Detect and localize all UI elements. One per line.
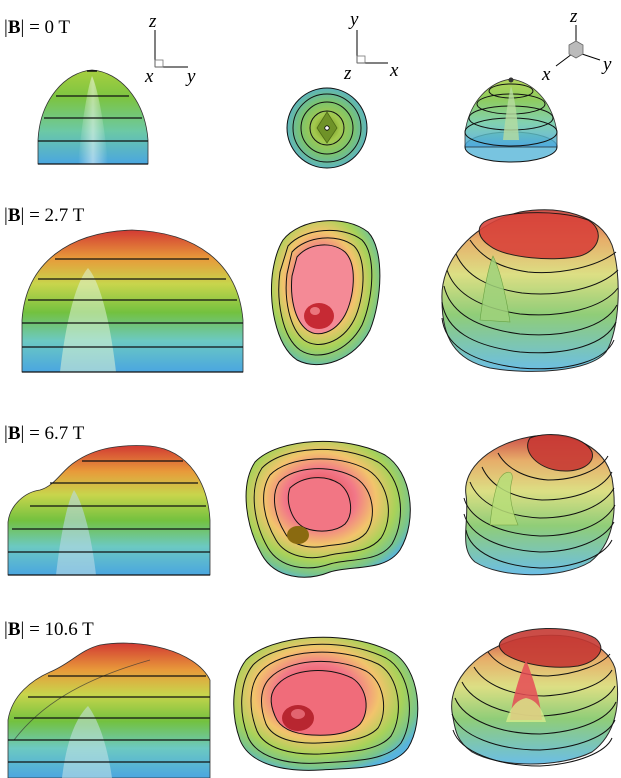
persp-view-row1 xyxy=(464,77,558,163)
field-symbol: B xyxy=(7,619,21,640)
field-value: = 6.7 T xyxy=(29,423,85,444)
axis-x-persp: x xyxy=(541,64,551,85)
axis-z: z xyxy=(148,11,157,32)
persp-view-row4 xyxy=(451,627,619,767)
axis-x-top: x xyxy=(389,60,399,81)
axis-y-persp: y xyxy=(601,54,612,75)
side-view-row3 xyxy=(7,445,211,576)
row-0T: z x y y z x xyxy=(37,6,612,169)
field-symbol: B xyxy=(7,17,21,38)
field-value: = 10.6 T xyxy=(29,619,94,640)
axis-z-persp: z xyxy=(569,6,578,27)
field-value: = 0 T xyxy=(29,17,71,38)
row-2.7T xyxy=(21,209,619,373)
top-view-row4 xyxy=(233,636,419,771)
side-view-row2 xyxy=(21,229,244,373)
field-symbol: B xyxy=(7,423,21,444)
side-view-row4 xyxy=(7,642,211,778)
top-view-row1 xyxy=(286,87,368,169)
field-label-row2: |B| = 2.7 T xyxy=(4,205,85,226)
persp-view-row2 xyxy=(441,209,619,372)
row-10.6T xyxy=(7,627,619,778)
axis-x: x xyxy=(144,66,154,87)
axis-y: y xyxy=(185,66,196,87)
axis-z-top: z xyxy=(343,63,352,84)
axis-y-top: y xyxy=(348,9,359,30)
top-view-row2 xyxy=(270,220,381,365)
side-view-row1 xyxy=(37,69,149,165)
field-label-row3: |B| = 6.7 T xyxy=(4,423,85,444)
row-6.7T xyxy=(7,434,616,578)
field-symbol: B xyxy=(7,205,21,226)
persp-view-row3 xyxy=(463,434,616,576)
axes-side-row1: z x y xyxy=(144,11,196,87)
axes-top-row1: y z x xyxy=(343,9,399,84)
field-label-row4: |B| = 10.6 T xyxy=(4,619,94,640)
axes-persp-row1: z x y xyxy=(541,6,612,85)
top-view-row3 xyxy=(245,440,411,578)
field-label-row1: |B| = 0 T xyxy=(4,17,71,38)
field-value: = 2.7 T xyxy=(29,205,85,226)
